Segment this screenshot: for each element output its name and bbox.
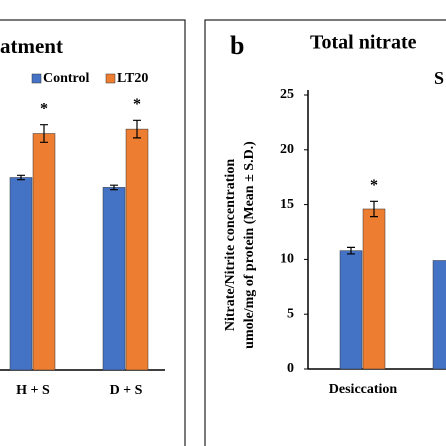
panel-label: b	[230, 31, 244, 60]
y-tick-label: 15	[280, 197, 294, 212]
y-axis-label: Nitrate/Nitrite concentration	[223, 159, 238, 331]
bar	[32, 133, 56, 371]
bar	[362, 208, 386, 370]
significance-label: *	[40, 100, 48, 117]
panel-frame	[0, 19, 186, 446]
significance-label: *	[370, 177, 378, 194]
legend-swatch	[31, 73, 42, 84]
x-tick-label: Desiccation	[329, 382, 398, 397]
panel-frame	[204, 19, 446, 446]
bar	[339, 250, 363, 370]
error-bar	[40, 124, 48, 143]
y-tick-label: 10	[280, 252, 294, 267]
y-tick-label: 20	[280, 142, 294, 157]
bar	[9, 177, 33, 371]
y-tick-label: 0	[287, 361, 294, 376]
error-bar	[133, 119, 141, 139]
chart-title: atment	[0, 34, 63, 58]
legend-label: LT20	[117, 71, 148, 86]
significance-label: *	[133, 96, 141, 113]
y-tick-label: 25	[280, 87, 294, 102]
legend-swatch	[105, 73, 116, 84]
chart-title: Total nitrate	[310, 32, 417, 54]
y-axis-label: umole/mg of protein (Mean ± S.D.)	[242, 141, 257, 349]
bar	[432, 260, 446, 370]
bar	[102, 187, 126, 371]
y-tick-label: 5	[287, 306, 294, 321]
bar	[125, 128, 149, 371]
error-bar	[110, 184, 118, 191]
error-bar	[347, 246, 355, 255]
x-tick-label: D + S	[110, 383, 143, 398]
chart-subtitle: S	[434, 68, 444, 88]
legend-label: Control	[43, 71, 90, 86]
error-bar	[17, 174, 25, 181]
x-tick-label: H + S	[16, 383, 50, 398]
error-bar	[370, 200, 378, 218]
